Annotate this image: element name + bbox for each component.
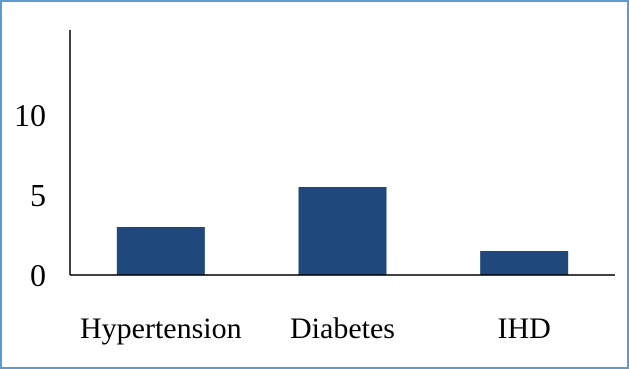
bar-diabetes <box>298 187 387 275</box>
bar-ihd <box>480 251 569 275</box>
y-tick-labels: 0 5 10 <box>14 97 46 293</box>
y-tick-label-10: 10 <box>14 97 46 133</box>
bars-group <box>116 187 569 275</box>
category-label-ihd: IHD <box>498 312 551 345</box>
category-label-hypertension: Hypertension <box>80 312 242 345</box>
x-category-labels: Hypertension Diabetes IHD <box>80 312 551 345</box>
category-label-diabetes: Diabetes <box>290 312 395 345</box>
bar-hypertension <box>116 227 205 275</box>
y-tick-label-5: 5 <box>30 177 46 213</box>
y-tick-label-0: 0 <box>30 257 46 293</box>
